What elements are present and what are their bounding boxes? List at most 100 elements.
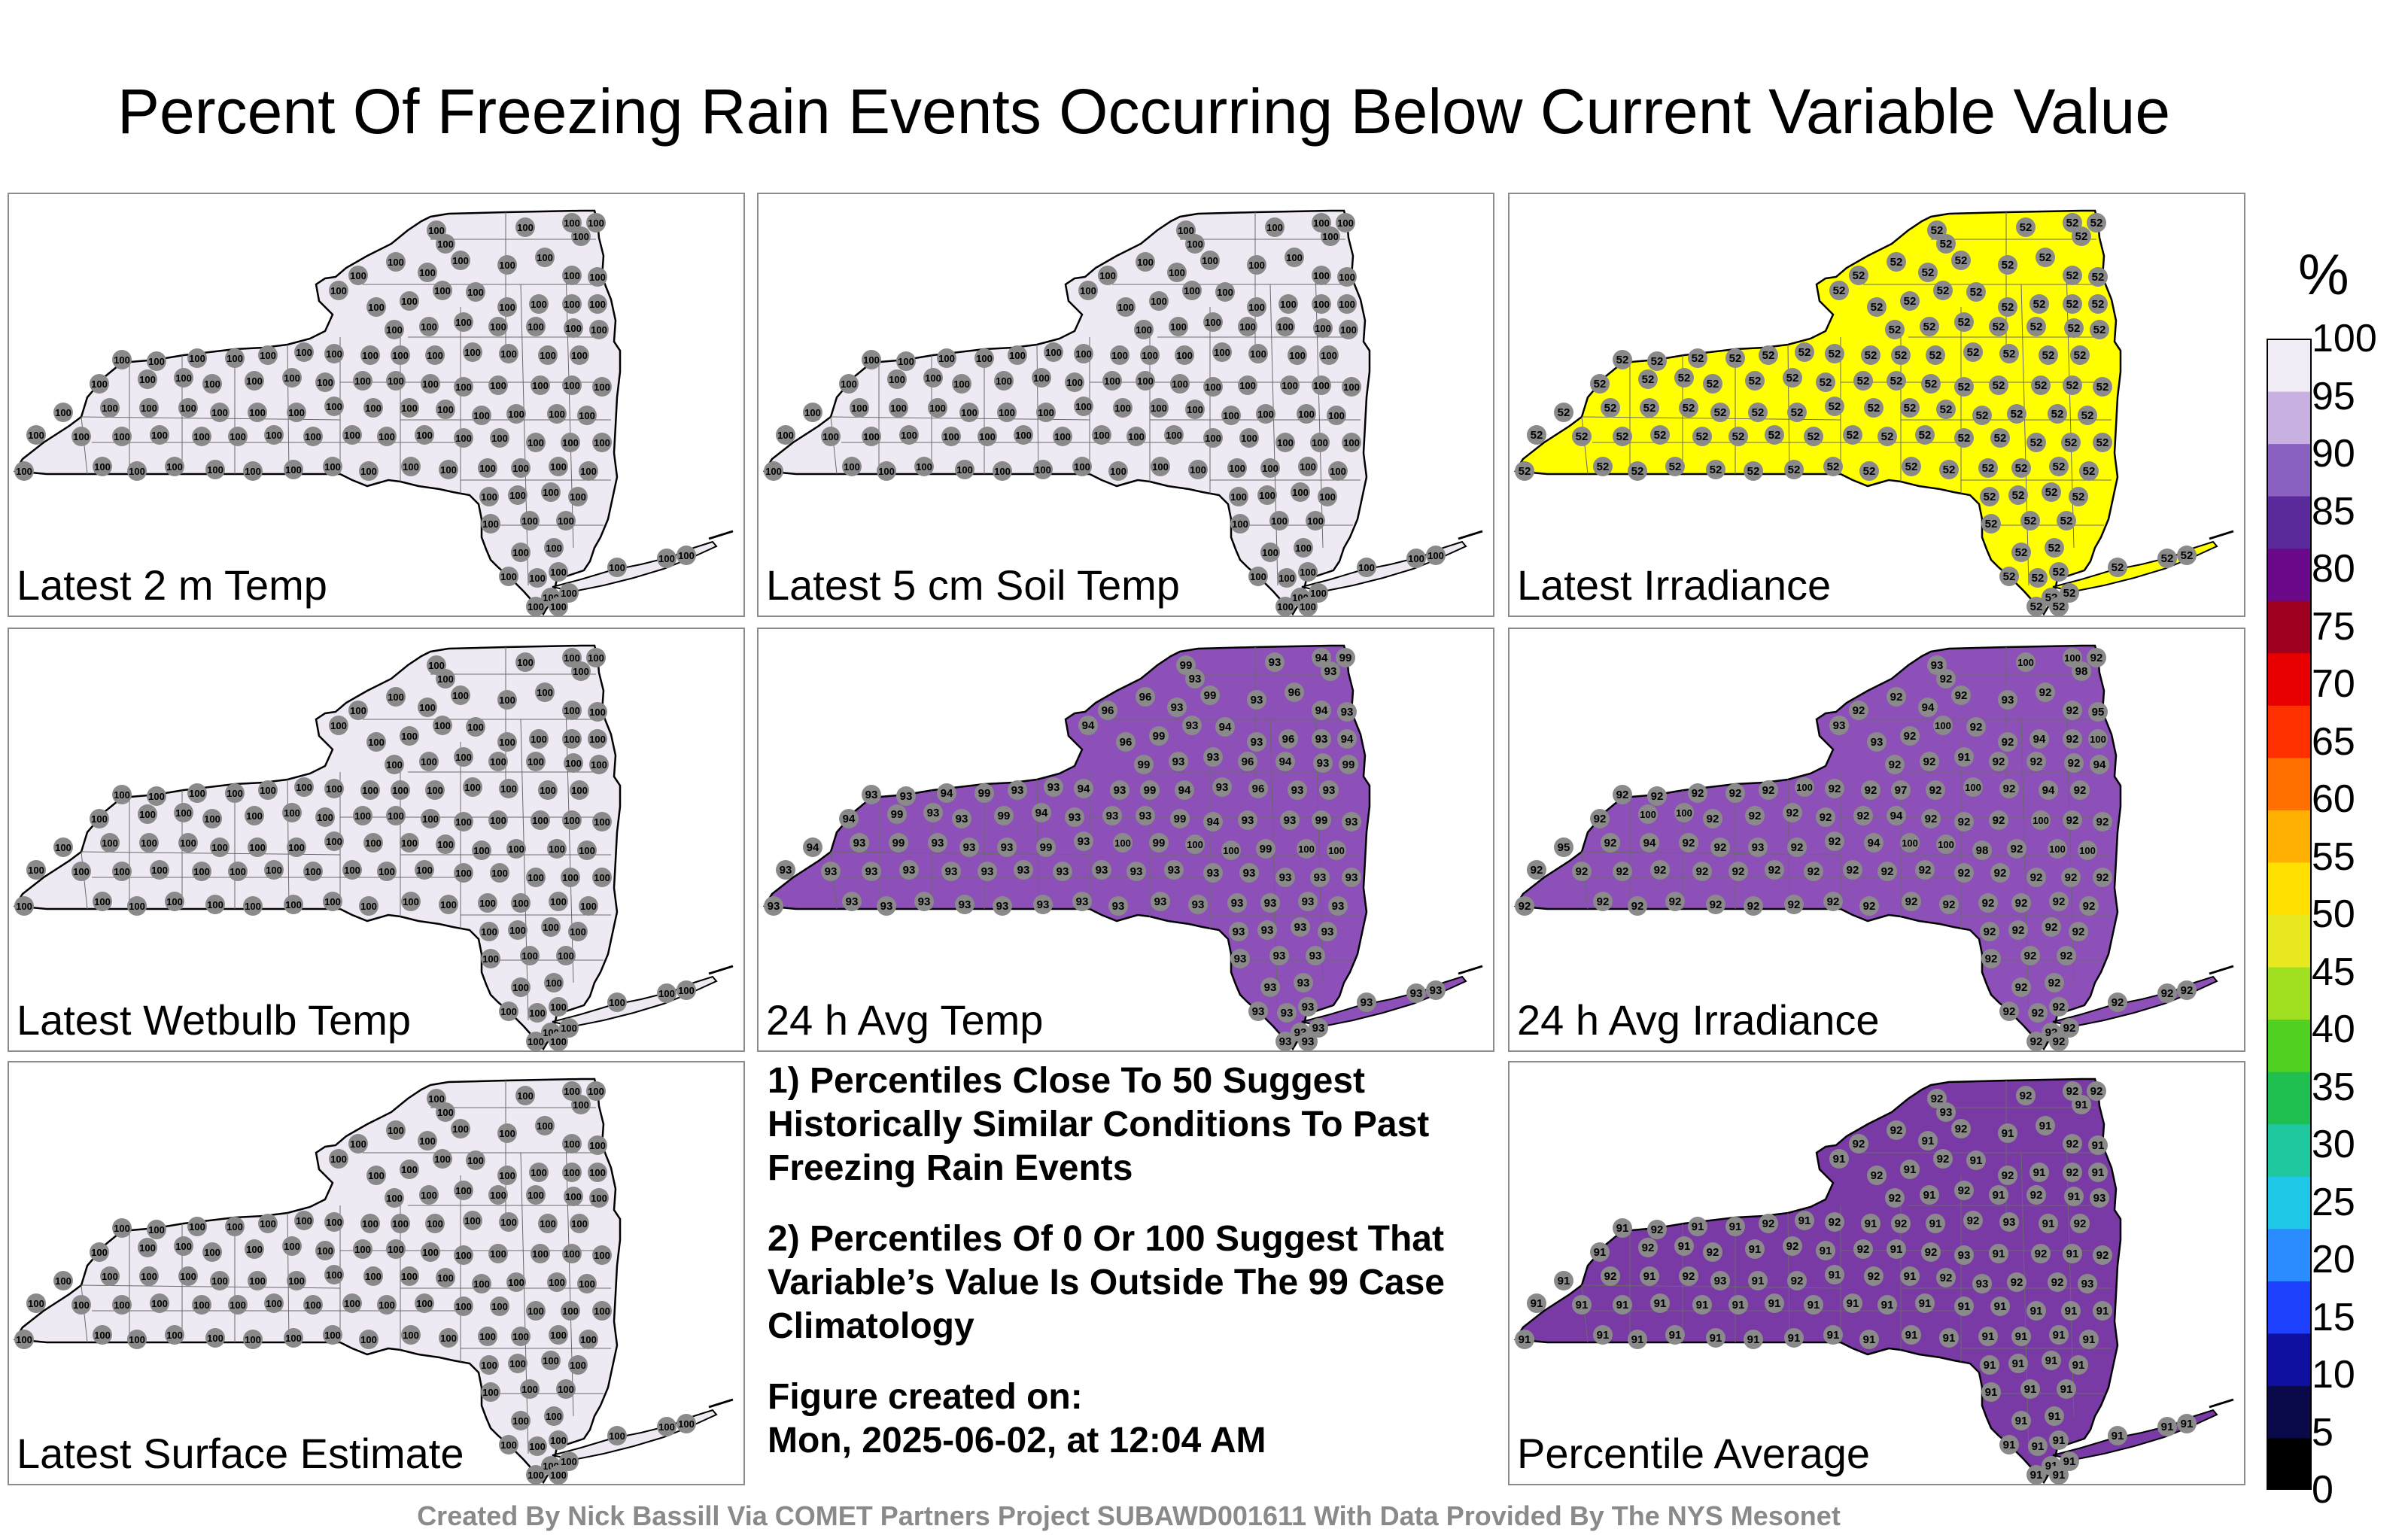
station-dot (481, 949, 500, 968)
station-dot (2042, 1351, 2061, 1370)
station-dot (1989, 1244, 2008, 1263)
station-marker: 100 (1185, 234, 1205, 254)
station-marker: 100 (547, 1272, 567, 1292)
station-dot (1554, 403, 1573, 422)
station-value: 100 (1280, 299, 1297, 310)
station-marker: 100 (400, 726, 419, 746)
station-dot (1759, 780, 1778, 800)
station-value: 100 (564, 1248, 580, 1260)
station-dot (592, 1301, 612, 1321)
station-dot (1277, 1003, 1297, 1023)
credit-line: Created By Nick Bassill Via COMET Partne… (417, 1500, 1841, 1531)
station-marker: 100 (377, 862, 397, 881)
station-dot (588, 267, 607, 287)
station-marker: 100 (1238, 317, 1257, 336)
station-marker: 100 (348, 701, 368, 720)
station-marker: 99 (1339, 755, 1358, 774)
station-marker: 91 (2029, 1163, 2049, 1182)
station-value: 99 (978, 787, 991, 800)
station-dot (2093, 433, 2112, 452)
station-marker: 100 (165, 1325, 184, 1345)
station-value: 93 (846, 895, 859, 908)
station-marker: 52 (1918, 263, 1938, 282)
station-value: 100 (193, 431, 210, 442)
station-value: 93 (1297, 977, 1310, 989)
station-marker: 100 (2048, 839, 2067, 859)
station-marker: 100 (14, 1330, 34, 1349)
station-marker: 100 (342, 860, 362, 880)
station-dot (842, 457, 862, 476)
station-marker: 91 (1765, 1293, 1784, 1313)
station-value: 100 (362, 1218, 379, 1230)
station-dot (923, 803, 943, 822)
colorbar-segment (2267, 1175, 2312, 1230)
station-value: 100 (1184, 285, 1200, 296)
station-value: 100 (246, 810, 263, 822)
station-value: 100 (245, 901, 261, 912)
state-outline (1513, 1078, 2122, 1484)
station-value: 92 (2066, 1138, 2079, 1150)
station-dot (419, 752, 439, 771)
station-marker: 100 (415, 1293, 434, 1313)
station-marker: 100 (529, 294, 549, 314)
station-dot (1640, 1266, 1659, 1286)
station-dot (1033, 460, 1053, 479)
station-value: 100 (326, 348, 342, 360)
station-dot (2049, 1465, 2069, 1484)
station-dot (2016, 217, 2036, 237)
station-marker: 100 (914, 457, 934, 476)
station-value: 100 (591, 324, 607, 336)
station-marker: 93 (842, 892, 862, 911)
station-marker: 100 (315, 1241, 335, 1260)
station-marker: 52 (1972, 406, 1992, 425)
station-marker: 100 (511, 1411, 531, 1430)
station-dot (1572, 862, 1592, 881)
station-value: 52 (1616, 430, 1629, 443)
station-dot (2061, 433, 2081, 452)
station-dot (466, 1150, 485, 1170)
station-marker: 100 (287, 837, 306, 857)
station-dot (1902, 892, 1921, 911)
station-value: 100 (401, 1164, 418, 1175)
station-dot (1887, 687, 1906, 707)
station-marker: 91 (1613, 1295, 1632, 1315)
station-dot (228, 862, 248, 881)
station-value: 100 (1136, 324, 1152, 336)
station-value: 100 (189, 788, 205, 799)
station-value: 99 (1339, 652, 1352, 664)
station-value: 100 (55, 407, 71, 418)
station-value: 100 (540, 350, 556, 361)
station-marker: 52 (1816, 372, 1835, 392)
station-value: 52 (1905, 460, 1918, 473)
station-dot (1765, 425, 1784, 445)
station-value: 100 (678, 550, 695, 561)
station-marker: 100 (549, 1325, 568, 1345)
station-value: 100 (285, 464, 302, 476)
station-value: 100 (266, 430, 282, 441)
station-dot (1936, 669, 1956, 688)
station-marker: 92 (1787, 1271, 1807, 1290)
station-value: 52 (1889, 324, 1902, 336)
station-value: 100 (1313, 270, 1330, 281)
station-dot (1601, 1266, 1620, 1286)
station-value: 100 (175, 1241, 192, 1252)
station-value: 100 (1298, 843, 1315, 855)
station-dot (100, 833, 120, 853)
station-marker: 100 (1933, 716, 1953, 735)
station-marker: 91 (1989, 1244, 2008, 1263)
station-marker: 92 (1572, 862, 1592, 881)
station-value: 100 (55, 1275, 71, 1287)
station-value: 100 (260, 785, 276, 796)
station-value: 93 (2093, 1192, 2106, 1205)
station-marker: 92 (2069, 922, 2088, 941)
station-value: 100 (1187, 239, 1203, 250)
station-value: 94 (1178, 784, 1191, 797)
station-marker: 52 (1936, 400, 1956, 419)
station-value: 52 (1923, 321, 1936, 333)
station-value: 92 (2030, 1035, 2043, 1048)
station-dot (303, 1295, 323, 1315)
station-marker: 100 (187, 783, 207, 803)
station-dot (1921, 374, 1941, 394)
